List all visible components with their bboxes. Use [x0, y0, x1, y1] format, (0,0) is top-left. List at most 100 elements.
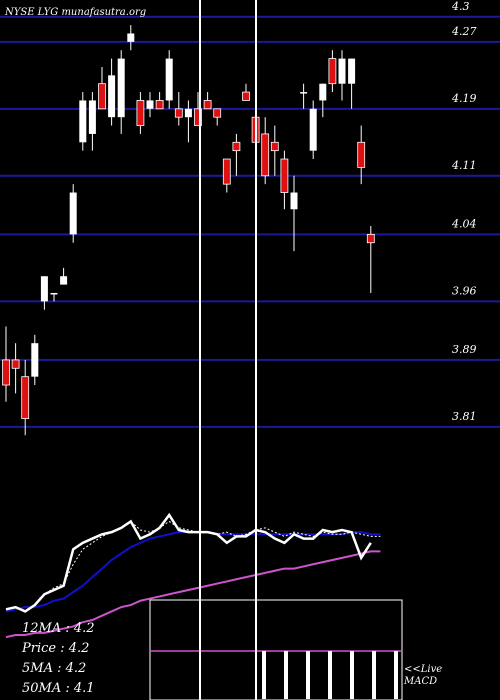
candle-body	[348, 58, 356, 84]
ma-slow-line	[5, 550, 381, 639]
candle	[184, 100, 192, 143]
moving-averages	[5, 512, 381, 639]
candle-body	[184, 108, 192, 118]
candle	[136, 92, 145, 134]
chart-title: NYSE LYG munafasutra.org	[4, 7, 146, 18]
candle-body	[242, 91, 250, 101]
candle-body	[213, 108, 222, 118]
candle-body	[2, 359, 10, 386]
candle-body	[50, 292, 58, 295]
candle	[309, 100, 317, 160]
candle-body	[300, 92, 308, 94]
candle-body	[194, 108, 202, 126]
candle	[328, 50, 337, 93]
candle-body	[98, 83, 106, 110]
candle	[300, 83, 308, 109]
candle	[31, 334, 39, 386]
candle-body	[165, 58, 173, 101]
candle	[69, 184, 77, 243]
candle	[2, 326, 10, 402]
y-tick-label: 4.19	[451, 92, 477, 105]
candle	[165, 50, 173, 109]
y-tick-label: 3.81	[452, 410, 477, 423]
candle-body	[261, 133, 270, 177]
candle	[290, 175, 298, 252]
candle-body	[60, 276, 68, 285]
macd-bar	[372, 651, 376, 699]
candle-body	[108, 75, 116, 118]
candle-body	[69, 192, 77, 235]
candle	[242, 83, 250, 101]
candle-body	[338, 58, 346, 84]
candle	[194, 92, 202, 126]
candle	[40, 276, 48, 310]
candle	[88, 92, 96, 151]
candle-body	[136, 100, 145, 126]
macd-bar	[262, 651, 266, 699]
y-tick-label: 4.3	[451, 0, 470, 13]
candle	[117, 50, 125, 134]
macd-bar	[284, 651, 288, 699]
macd-bar	[306, 651, 310, 699]
candle-body	[31, 343, 39, 377]
macd-bar	[350, 651, 354, 699]
macd-frame	[149, 599, 403, 700]
candle	[203, 92, 212, 110]
candle	[11, 343, 20, 394]
candle	[146, 92, 154, 118]
candle	[50, 292, 58, 302]
candle	[338, 50, 346, 101]
candle	[108, 58, 116, 126]
candle-body	[11, 359, 20, 369]
candle	[232, 133, 241, 176]
candle-body	[117, 58, 125, 118]
legend-5ma: 5MA : 4.2	[22, 661, 86, 676]
candle-body	[21, 376, 30, 419]
y-tick-label: 4.04	[451, 217, 477, 230]
macd-panel	[149, 599, 403, 700]
y-tick-label: 4.11	[451, 159, 477, 172]
y-tick-label: 3.89	[452, 343, 477, 356]
candle-body	[40, 276, 48, 302]
candle	[60, 267, 68, 285]
candle-body	[270, 141, 279, 152]
candle-body	[222, 158, 231, 185]
candle-body	[174, 108, 183, 118]
candle	[213, 108, 222, 126]
macd-bars	[262, 651, 398, 699]
candle-body	[79, 100, 87, 143]
candle-body	[290, 192, 298, 210]
y-tick-label: 3.96	[452, 284, 477, 297]
candle-body	[203, 100, 212, 110]
candle-body	[319, 83, 327, 101]
macd-bar	[328, 651, 332, 699]
candle	[270, 125, 279, 176]
candle	[127, 25, 135, 51]
candles	[2, 25, 375, 436]
candle	[98, 66, 106, 110]
price-line	[5, 512, 372, 613]
legend-price: Price : 4.2	[21, 641, 89, 656]
candle-body	[155, 100, 164, 110]
candle	[261, 117, 270, 185]
y-tick-label: 4.27	[451, 25, 477, 38]
candle-body	[232, 141, 241, 152]
candle	[280, 150, 289, 210]
candle-body	[328, 58, 337, 85]
candle	[319, 83, 327, 118]
live-label: <<Live	[404, 664, 442, 675]
y-axis-ticks: 4.3 4.27 4.19 4.11 4.04 3.96 3.89 3.81	[451, 0, 477, 423]
candle	[222, 158, 231, 193]
candle	[348, 58, 356, 109]
candle-body	[309, 108, 317, 151]
candle-body	[88, 100, 96, 134]
candle	[357, 125, 366, 185]
legend-12ma: 12MA : 4.2	[22, 621, 95, 636]
candle-body	[357, 141, 366, 168]
legend-50ma: 50MA : 4.1	[22, 681, 95, 696]
macd-label: MACD	[403, 676, 437, 687]
vertical-markers	[199, 0, 257, 700]
macd-bar	[394, 651, 398, 699]
